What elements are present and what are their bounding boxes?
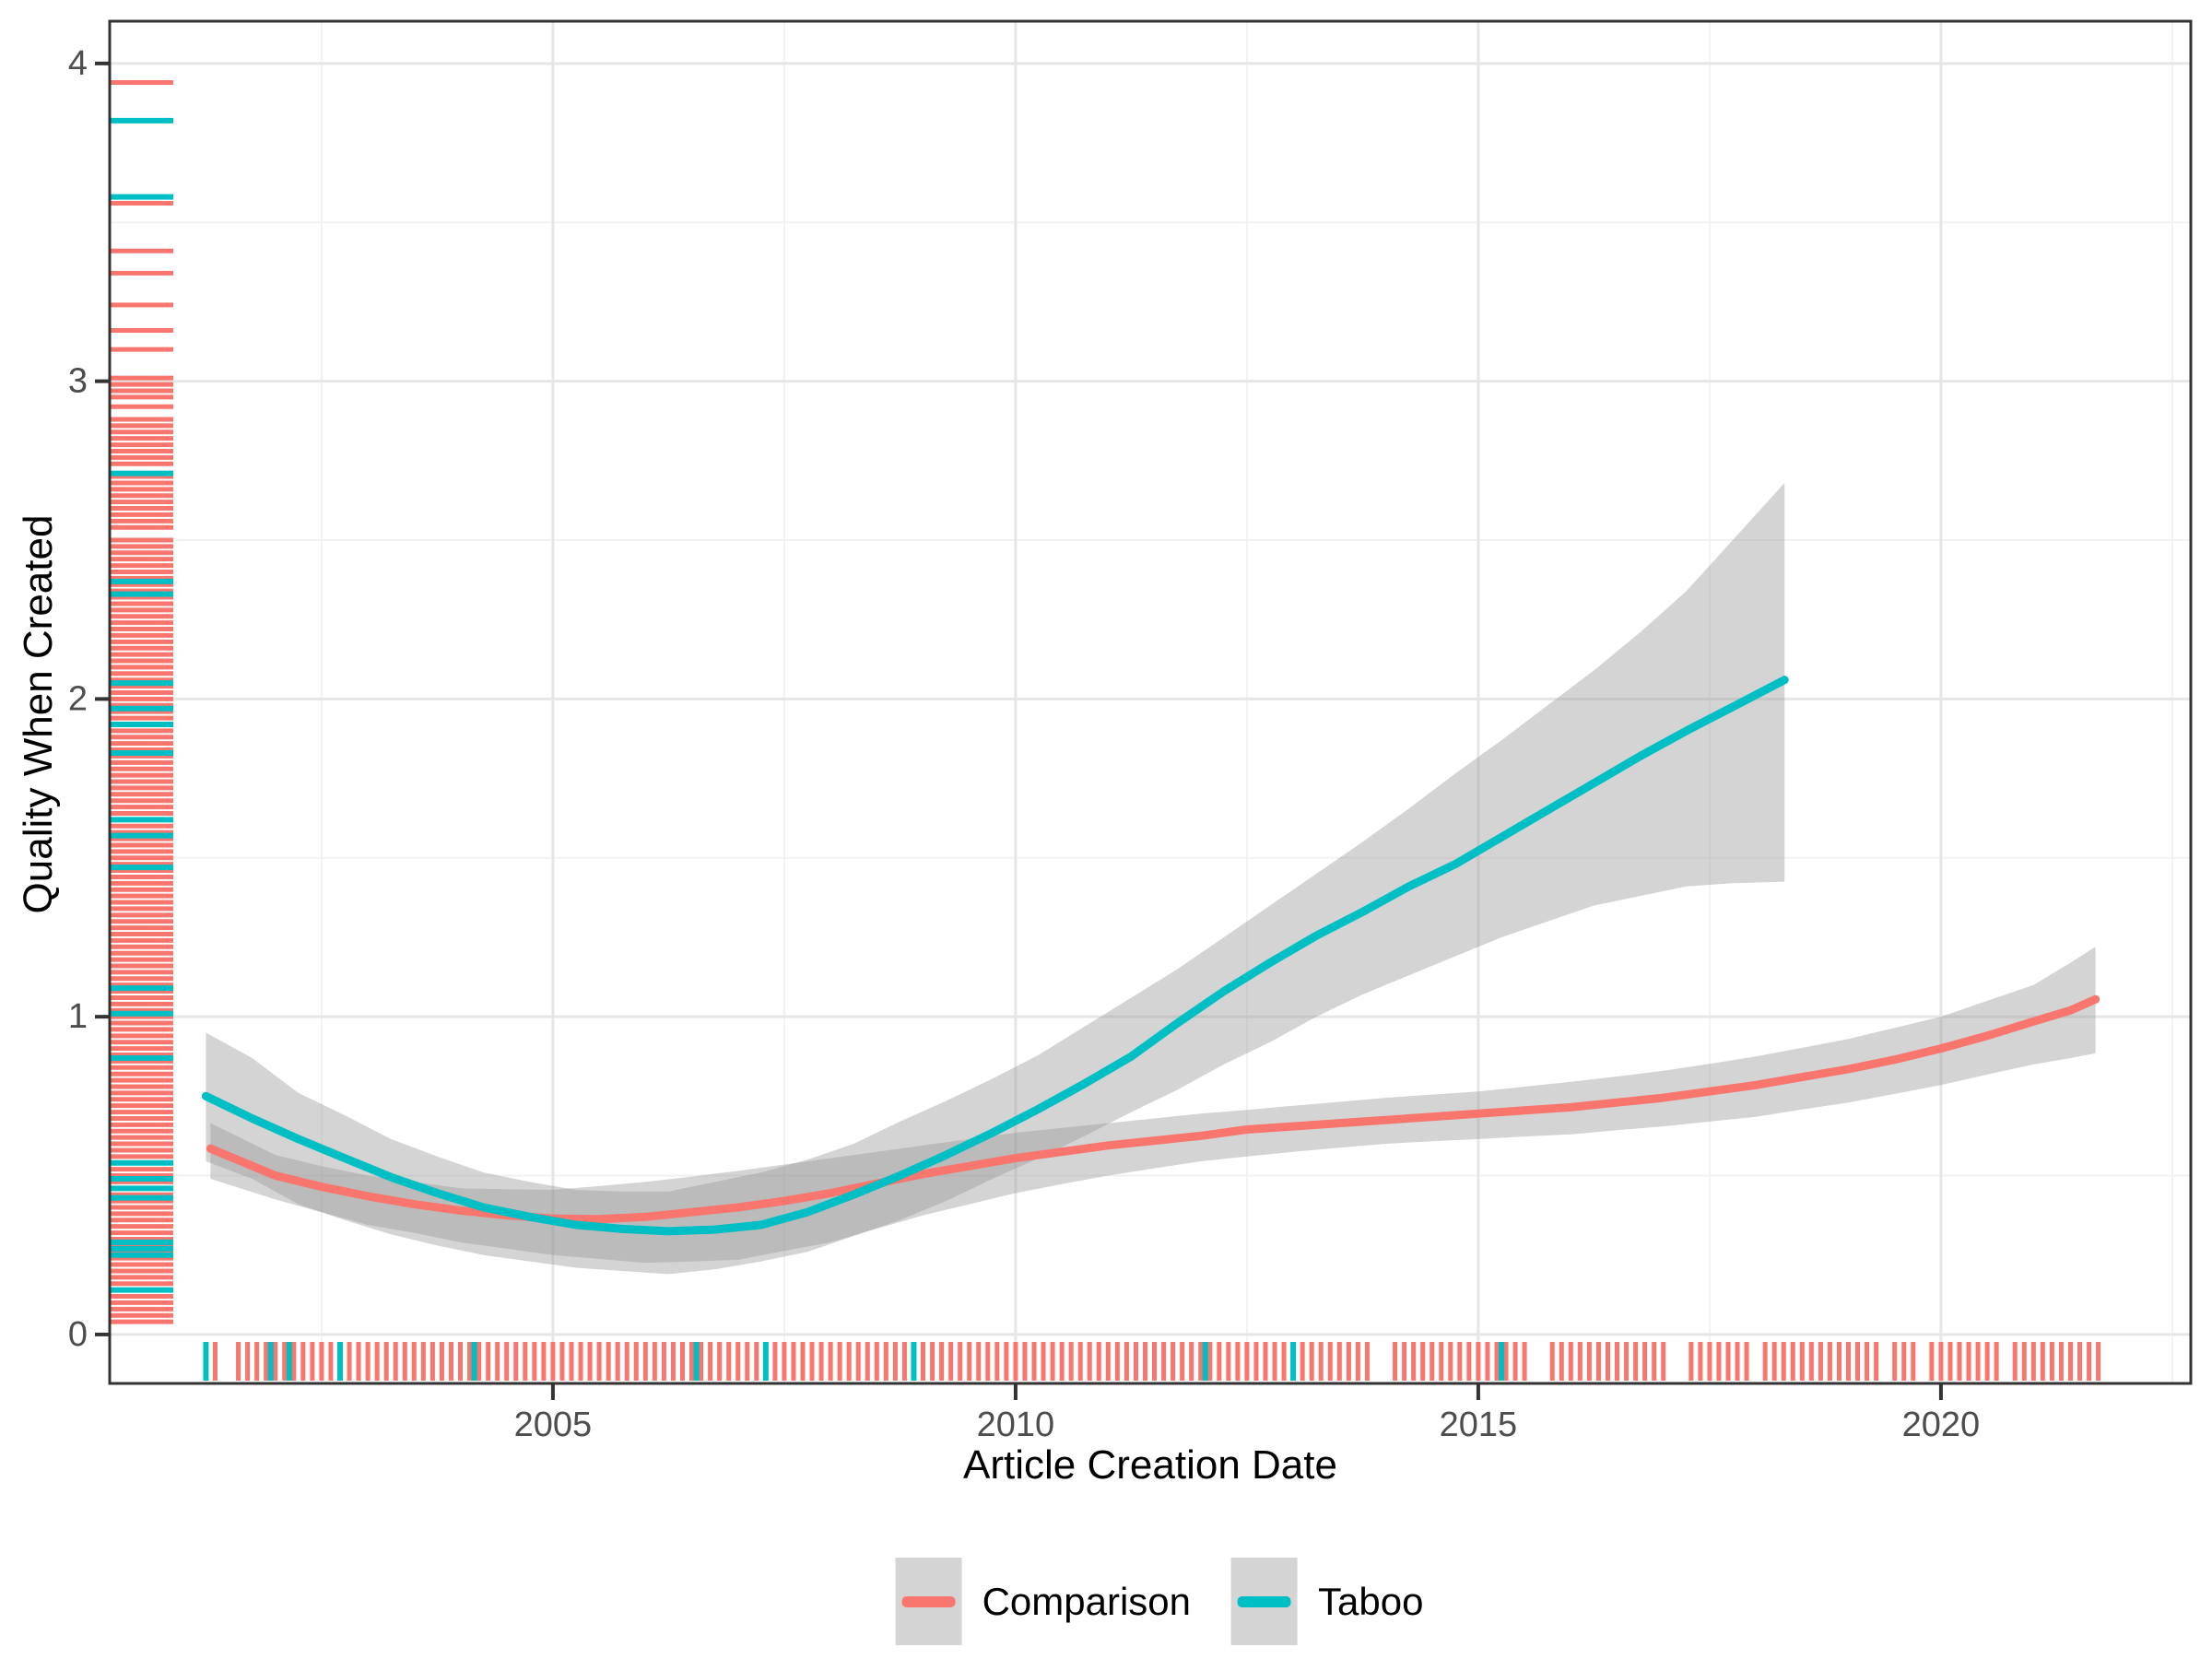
- legend-label-comparison: Comparison: [982, 1579, 1191, 1623]
- legend-entry-taboo: Taboo: [1231, 1558, 1423, 1645]
- taboo-confidence-ribbon: [206, 482, 1785, 1275]
- comparison-confidence-ribbon: [210, 947, 2096, 1264]
- x-tick-label: 2010: [977, 1406, 1055, 1444]
- comparison-line-swatch: [901, 1595, 956, 1607]
- y-tick-label: 0: [68, 1315, 88, 1354]
- legend-key-comparison: [895, 1558, 962, 1645]
- y-tick-label: 3: [68, 362, 88, 401]
- panel-border: [108, 19, 2193, 1385]
- y-tick-label: 4: [68, 44, 88, 83]
- x-tick-label: 2020: [1902, 1406, 1981, 1444]
- legend-entry-comparison: Comparison: [895, 1558, 1191, 1645]
- legend: Comparison Taboo: [895, 1558, 1423, 1645]
- taboo-smooth-line: [201, 676, 1789, 1236]
- x-tick-label: 2015: [1440, 1406, 1518, 1444]
- x-axis-title: Article Creation Date: [963, 1442, 1337, 1488]
- y-axis-title: Quality When Created: [16, 514, 61, 914]
- taboo-line-swatch: [1238, 1595, 1291, 1607]
- y-tick-label: 2: [68, 679, 88, 718]
- legend-key-taboo: [1231, 1558, 1298, 1645]
- x-tick-label: 2005: [514, 1406, 593, 1444]
- y-tick-label: 1: [68, 997, 88, 1036]
- legend-label-taboo: Taboo: [1318, 1579, 1424, 1623]
